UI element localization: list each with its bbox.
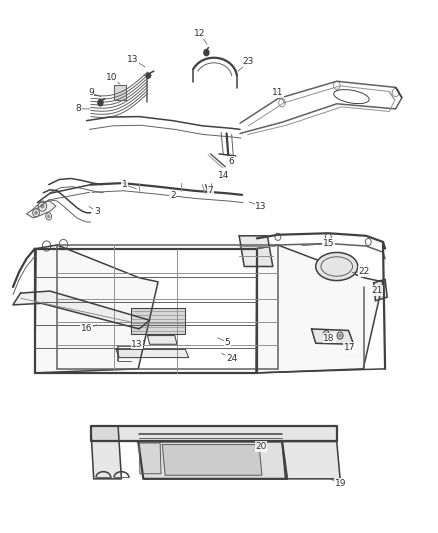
Circle shape <box>204 50 209 55</box>
Text: 13: 13 <box>131 340 143 349</box>
Polygon shape <box>282 441 340 479</box>
Polygon shape <box>139 443 161 474</box>
Text: 17: 17 <box>343 343 355 352</box>
Circle shape <box>146 73 151 78</box>
Polygon shape <box>91 426 337 441</box>
Circle shape <box>98 100 103 106</box>
Circle shape <box>325 333 328 336</box>
Text: 23: 23 <box>243 58 254 66</box>
Ellipse shape <box>316 253 358 280</box>
Polygon shape <box>131 309 185 334</box>
Text: 9: 9 <box>88 88 94 97</box>
Text: 8: 8 <box>75 104 81 114</box>
Text: 14: 14 <box>218 171 229 180</box>
Polygon shape <box>138 441 287 479</box>
Polygon shape <box>26 201 56 218</box>
Text: 18: 18 <box>323 334 335 343</box>
Text: 11: 11 <box>272 88 284 97</box>
Text: 24: 24 <box>226 354 237 363</box>
Text: 22: 22 <box>358 267 370 276</box>
Polygon shape <box>13 291 150 329</box>
Text: 13: 13 <box>127 55 138 64</box>
Text: 7: 7 <box>208 186 213 195</box>
Text: 15: 15 <box>322 239 334 248</box>
Polygon shape <box>239 236 273 266</box>
Circle shape <box>41 204 44 208</box>
Text: 16: 16 <box>81 325 92 334</box>
Circle shape <box>48 215 50 218</box>
Text: 10: 10 <box>106 72 117 82</box>
Polygon shape <box>256 245 383 373</box>
Text: 21: 21 <box>371 286 382 295</box>
Text: 19: 19 <box>335 479 347 488</box>
Polygon shape <box>148 336 177 344</box>
Text: 12: 12 <box>194 29 206 38</box>
Polygon shape <box>374 279 387 301</box>
Polygon shape <box>116 350 189 358</box>
Text: 13: 13 <box>255 201 267 211</box>
Polygon shape <box>311 329 353 344</box>
Text: 20: 20 <box>255 442 267 451</box>
Polygon shape <box>162 445 262 475</box>
Polygon shape <box>35 245 158 373</box>
Text: 5: 5 <box>225 338 230 347</box>
Text: 1: 1 <box>121 180 127 189</box>
Circle shape <box>35 211 37 214</box>
Polygon shape <box>114 85 126 100</box>
Text: 3: 3 <box>94 207 100 216</box>
Text: 2: 2 <box>170 191 176 200</box>
Circle shape <box>339 334 341 337</box>
Polygon shape <box>91 426 121 479</box>
Text: 6: 6 <box>229 157 234 166</box>
